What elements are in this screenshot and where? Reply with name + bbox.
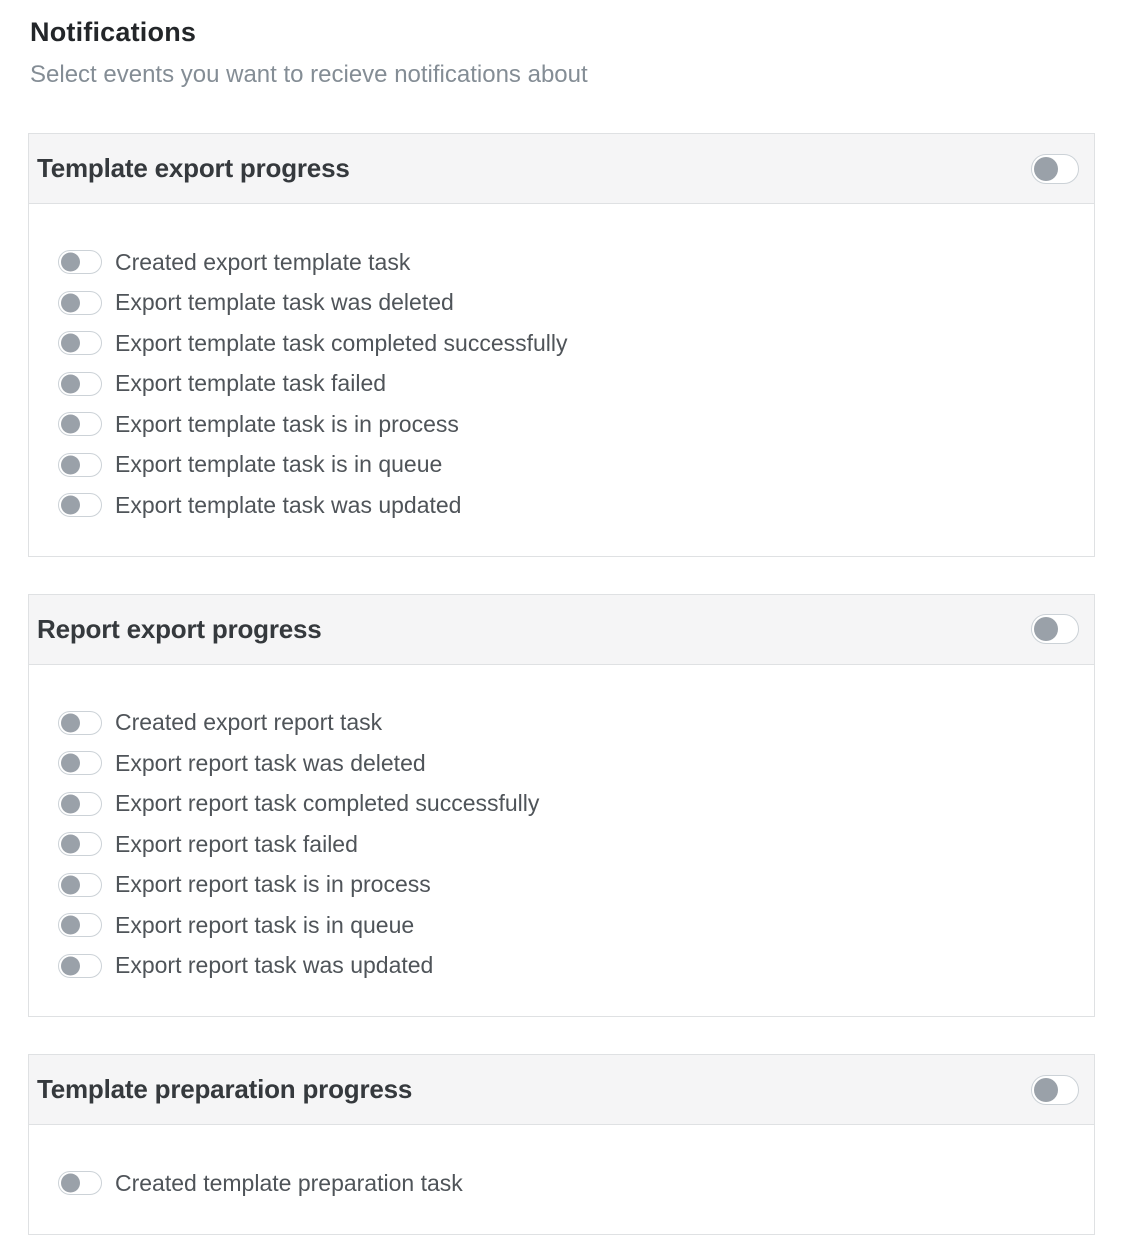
notification-item: Export template task is in process <box>58 404 1094 445</box>
notification-item: Export report task was deleted <box>58 743 1094 784</box>
section-header: Template export progress <box>29 134 1094 204</box>
item-toggle[interactable] <box>58 250 102 275</box>
item-label: Created export template task <box>115 248 411 275</box>
toggle-knob-icon <box>61 713 80 733</box>
item-toggle[interactable] <box>58 493 102 518</box>
toggle-knob-icon <box>61 834 80 854</box>
notification-item: Export report task completed successfull… <box>58 784 1094 825</box>
notification-section: Template export progress Created export t… <box>28 133 1095 557</box>
item-toggle[interactable] <box>58 872 102 897</box>
toggle-knob-icon <box>1034 156 1058 181</box>
section-title: Template preparation progress <box>37 1074 413 1104</box>
toggle-knob-icon <box>61 293 80 313</box>
section-items: Created export template task Export templ… <box>29 204 1094 556</box>
toggle-knob-icon <box>61 495 80 515</box>
notification-section: Template preparation progress Created tem… <box>28 1054 1095 1235</box>
toggle-knob-icon <box>61 252 80 272</box>
notification-item: Export report task is in process <box>58 865 1094 906</box>
notification-item: Created export report task <box>58 703 1094 744</box>
item-toggle[interactable] <box>58 913 102 938</box>
section-header: Template preparation progress <box>29 1055 1094 1125</box>
toggle-knob-icon <box>61 374 80 394</box>
section-title: Template export progress <box>37 153 350 183</box>
section-toggle[interactable] <box>1031 153 1079 184</box>
notification-item: Export report task is in queue <box>58 905 1094 946</box>
notification-item: Created export template task <box>58 242 1094 283</box>
page-subtitle: Select events you want to recieve notifi… <box>30 61 588 88</box>
item-label: Export report task was deleted <box>115 749 426 776</box>
item-label: Export template task is in process <box>115 410 459 437</box>
item-toggle[interactable] <box>58 331 102 356</box>
item-toggle[interactable] <box>58 452 102 477</box>
item-label: Export report task was updated <box>115 952 434 979</box>
item-toggle[interactable] <box>58 1171 102 1196</box>
toggle-knob-icon <box>61 875 80 895</box>
notification-item: Export template task completed successfu… <box>58 323 1094 364</box>
item-label: Created export report task <box>115 709 383 736</box>
item-label: Export template task failed <box>115 370 387 397</box>
item-toggle[interactable] <box>58 832 102 857</box>
item-toggle[interactable] <box>58 751 102 776</box>
sections-container: Template export progress Created export t… <box>28 133 1095 1235</box>
item-toggle[interactable] <box>58 791 102 816</box>
item-toggle[interactable] <box>58 290 102 315</box>
notification-item: Export template task was deleted <box>58 283 1094 324</box>
item-label: Export report task completed successfull… <box>115 790 540 817</box>
item-label: Export report task is in process <box>115 871 431 898</box>
item-toggle[interactable] <box>58 710 102 735</box>
toggle-knob-icon <box>61 956 80 976</box>
toggle-knob-icon <box>61 1173 80 1193</box>
item-label: Export report task is in queue <box>115 911 415 938</box>
toggle-knob-icon <box>61 455 80 475</box>
notification-item: Export template task failed <box>58 364 1094 405</box>
toggle-knob-icon <box>1034 1077 1058 1102</box>
item-toggle[interactable] <box>58 412 102 437</box>
item-toggle[interactable] <box>58 953 102 978</box>
section-items: Created export report task Export report … <box>29 665 1094 1017</box>
item-label: Export report task failed <box>115 830 358 857</box>
toggle-knob-icon <box>61 794 80 814</box>
toggle-knob-icon <box>1034 617 1058 641</box>
notification-item: Export template task is in queue <box>58 445 1094 486</box>
toggle-knob-icon <box>61 915 80 935</box>
notification-item: Export report task was updated <box>58 946 1094 987</box>
page-title: Notifications <box>30 17 197 47</box>
section-toggle[interactable] <box>1031 1074 1079 1105</box>
notification-item: Created template preparation task <box>58 1163 1094 1204</box>
section-header: Report export progress <box>29 594 1094 665</box>
item-label: Export template task was deleted <box>115 289 454 316</box>
notification-item: Export report task failed <box>58 824 1094 865</box>
toggle-knob-icon <box>61 333 80 353</box>
notification-item: Export template task was updated <box>58 485 1094 526</box>
toggle-knob-icon <box>61 753 80 773</box>
item-label: Export template task completed successfu… <box>115 329 568 356</box>
section-items: Created template preparation task <box>29 1125 1094 1234</box>
section-toggle[interactable] <box>1031 614 1079 644</box>
section-title: Report export progress <box>37 613 322 644</box>
item-label: Created template preparation task <box>115 1169 463 1196</box>
toggle-knob-icon <box>61 414 80 434</box>
item-label: Export template task was updated <box>115 491 462 518</box>
item-toggle[interactable] <box>58 371 102 396</box>
item-label: Export template task is in queue <box>115 451 443 478</box>
notification-section: Report export progress Created export rep… <box>28 593 1095 1017</box>
